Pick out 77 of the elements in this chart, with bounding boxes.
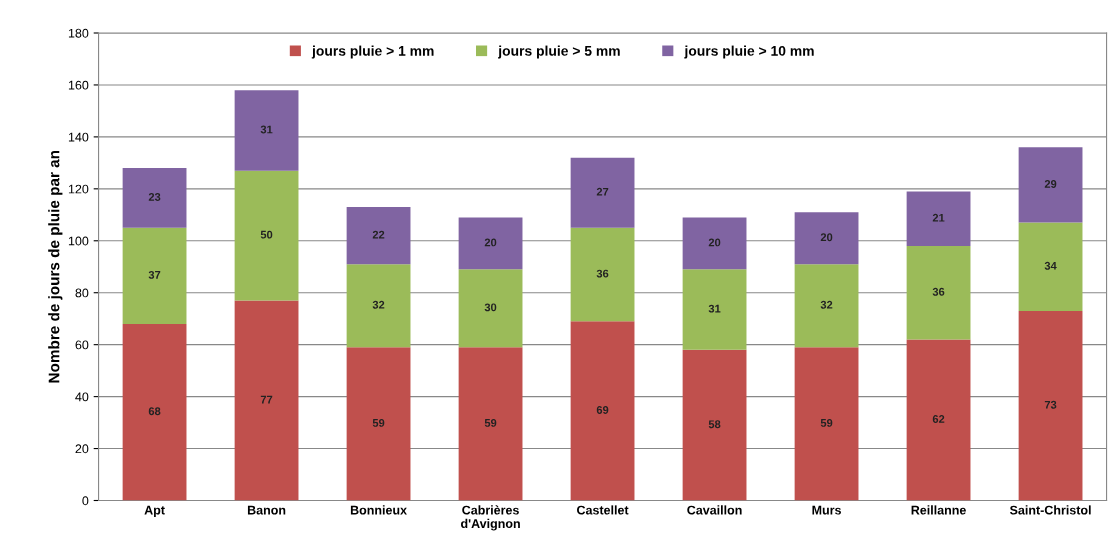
y-tick-label: 140: [68, 132, 89, 142]
bar: [906, 339, 971, 501]
bar: [234, 170, 299, 301]
y-tick-label: 40: [75, 392, 89, 402]
bar: [346, 207, 411, 265]
data-label: 31: [708, 304, 721, 313]
bar: [458, 269, 523, 348]
data-label: 77: [260, 395, 273, 404]
data-label: 50: [260, 230, 273, 239]
x-tick-label: Reillanne: [911, 505, 966, 515]
bar: [234, 90, 299, 171]
data-label: 32: [372, 300, 385, 309]
bar: [794, 347, 859, 501]
data-label: 29: [1044, 180, 1057, 188]
bar: [682, 349, 747, 501]
bar: [682, 269, 747, 350]
x-tick-label: Saint-Christol: [1009, 505, 1091, 515]
x-tick-label: Murs: [812, 505, 841, 515]
bar: [570, 321, 635, 501]
legend-label: jours pluie > 1 mm: [311, 45, 434, 59]
bar: [570, 157, 635, 228]
data-label: 22: [372, 230, 385, 239]
data-label: 20: [820, 233, 833, 242]
y-tick-label: 180: [68, 28, 89, 38]
data-label: 32: [820, 300, 833, 309]
y-tick-label: 20: [75, 444, 89, 454]
bar: [682, 217, 747, 270]
data-label: 20: [708, 238, 721, 247]
data-label: 59: [820, 419, 833, 427]
x-tick-label: Bonnieux: [350, 505, 407, 515]
x-tick-label: Cabrières d'Avignon: [461, 505, 520, 531]
bar: [122, 323, 187, 501]
data-label: 27: [596, 187, 609, 196]
legend-label: jours pluie > 10 mm: [684, 45, 814, 59]
y-tick-label: 100: [68, 236, 89, 246]
data-label: 34: [1044, 261, 1057, 270]
data-label: 31: [260, 125, 273, 134]
bar: [906, 191, 971, 246]
bar: [906, 245, 971, 340]
bar: [1018, 310, 1083, 501]
data-label: 59: [484, 419, 497, 427]
legend-label: jours pluie > 5 mm: [498, 45, 620, 59]
data-label: 21: [932, 213, 945, 222]
data-label: 37: [148, 270, 161, 279]
data-label: 68: [148, 407, 161, 416]
bar: [1018, 222, 1083, 311]
y-tick-label: 80: [75, 288, 89, 298]
bar: [794, 264, 859, 348]
data-label: 58: [708, 420, 721, 429]
bar: [458, 347, 523, 501]
data-label: 36: [596, 269, 609, 278]
x-tick-label: Apt: [144, 505, 165, 518]
data-label: 23: [148, 193, 161, 201]
bar: [346, 264, 411, 348]
data-label: 59: [372, 419, 385, 427]
data-label: 62: [932, 415, 945, 423]
y-tick-label: 160: [68, 80, 89, 90]
bar: [234, 300, 299, 501]
data-label: 69: [596, 406, 609, 414]
bar: [458, 217, 523, 270]
bar: [794, 212, 859, 265]
bar: [122, 168, 187, 228]
x-tick-label: Castellet: [577, 505, 629, 515]
bar: [1018, 147, 1083, 223]
bar: [122, 227, 187, 324]
data-label: 36: [932, 287, 945, 296]
data-label: 30: [484, 303, 497, 312]
bar: [570, 227, 635, 322]
bar: [346, 347, 411, 501]
data-label: 20: [484, 238, 497, 247]
y-tick-label: 120: [68, 184, 89, 194]
x-tick-label: Cavaillon: [687, 505, 742, 515]
y-tick-label: 60: [75, 340, 89, 350]
x-tick-label: Banon: [247, 505, 286, 515]
y-axis-title: Nombre de jours de pluie par an: [48, 150, 63, 383]
y-tick-label: 0: [82, 496, 89, 506]
data-label: 73: [1044, 400, 1057, 409]
